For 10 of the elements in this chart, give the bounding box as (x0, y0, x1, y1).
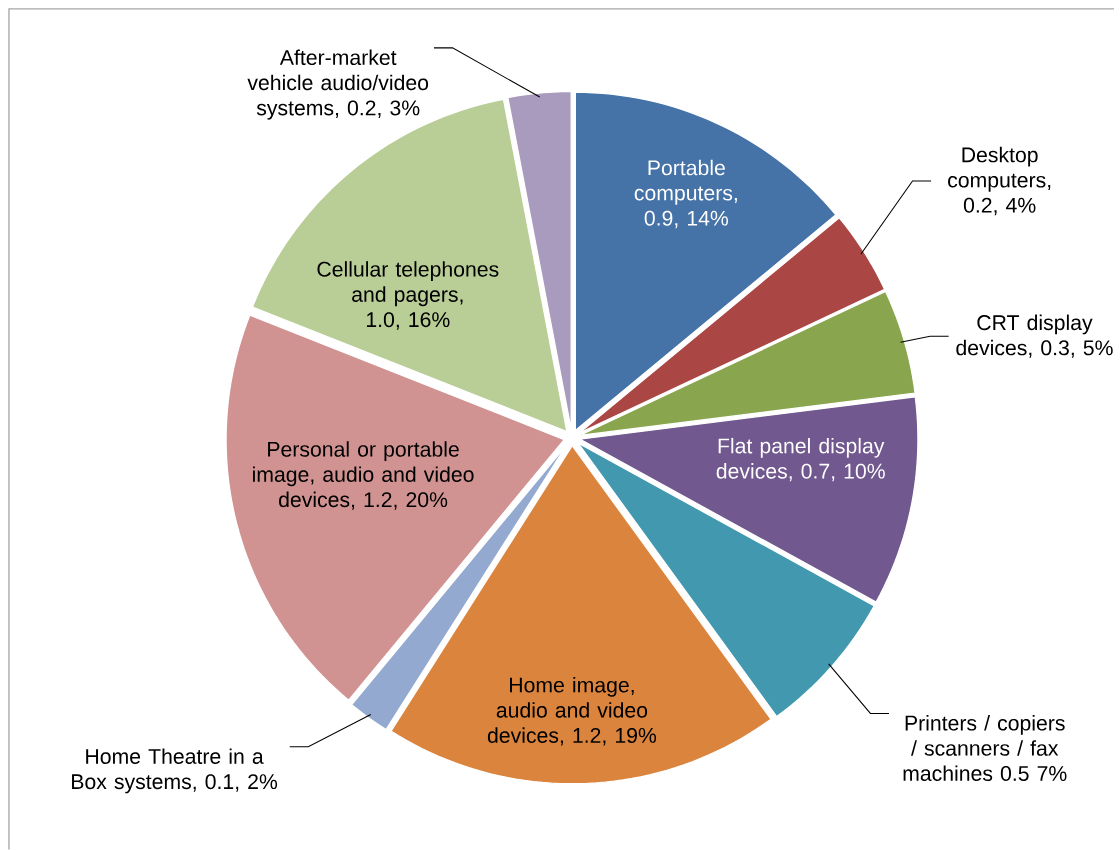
slice-label: After-market vehicle audio/video systems, 0.2, 3% (247, 49, 429, 120)
slice-label: Home image, audio and video devices, 1.2, 19% (487, 676, 657, 746)
slice-label: CRT display devices, 0.3, 5% (956, 314, 1113, 358)
slice-label: Portable computers, 0.9, 14% (634, 159, 737, 229)
slice-label: Printers / copiers / scanners / fax machines 0.5 7% (903, 714, 1067, 781)
slice-label: Home Theatre in a Box systems, 0.1, 2% (72, 748, 278, 794)
slice-label: Personal or portable image, audio and video devices, 1.2, 20% (253, 441, 474, 510)
slice-label: Flat panel display devices, 0.7, 10% (716, 437, 885, 482)
slice-label: Desktop computers, 0.2, 4% (948, 146, 1051, 216)
slice-label: Cellular telephones and pagers, 1.0, 16% (317, 261, 499, 330)
